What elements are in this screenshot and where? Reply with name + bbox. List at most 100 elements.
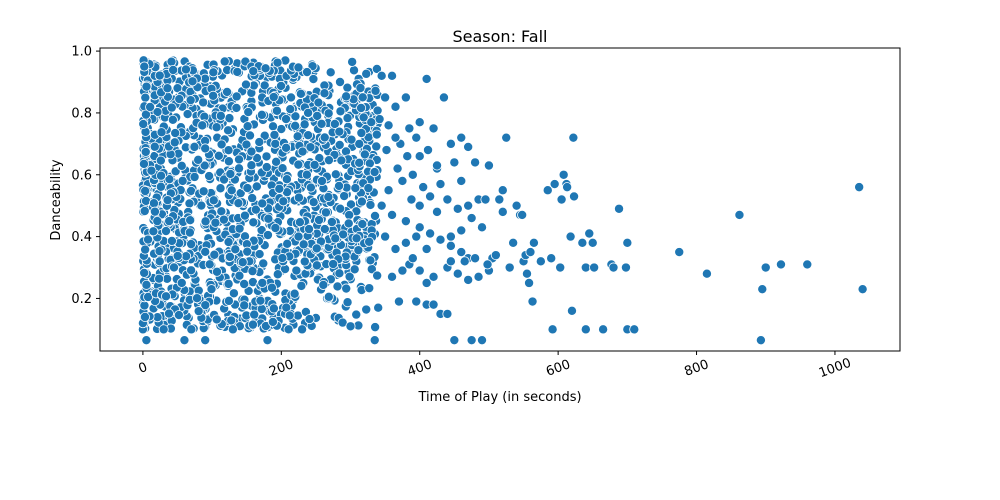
data-point xyxy=(390,132,401,143)
data-point xyxy=(293,62,304,73)
data-point xyxy=(400,92,411,103)
data-point xyxy=(463,200,474,211)
data-point xyxy=(504,262,515,273)
data-point xyxy=(323,192,334,203)
data-point xyxy=(242,121,253,132)
data-point xyxy=(361,304,372,315)
x-axis: 0 200 400 600 800 1000 xyxy=(137,351,853,381)
data-point xyxy=(254,137,265,148)
data-point xyxy=(154,246,165,257)
data-point xyxy=(466,213,477,224)
data-point xyxy=(206,284,217,295)
data-point xyxy=(802,259,813,270)
data-point xyxy=(445,138,456,149)
data-point xyxy=(314,153,325,164)
data-point xyxy=(565,231,576,242)
data-point xyxy=(374,114,385,125)
data-point xyxy=(146,165,157,176)
data-point xyxy=(239,300,250,311)
data-point xyxy=(370,85,381,96)
data-point xyxy=(187,76,198,87)
data-point xyxy=(311,243,322,254)
data-point xyxy=(283,324,294,335)
data-point xyxy=(248,217,259,228)
data-point xyxy=(309,159,320,170)
data-point xyxy=(629,324,640,335)
data-point xyxy=(480,194,491,205)
data-point xyxy=(525,247,536,258)
data-point xyxy=(269,129,280,140)
data-point xyxy=(558,169,569,180)
data-point xyxy=(303,107,314,118)
data-point xyxy=(528,237,539,248)
data-point xyxy=(290,120,301,131)
data-point xyxy=(173,310,184,321)
data-point xyxy=(177,175,188,186)
data-point xyxy=(247,193,258,204)
data-point xyxy=(143,234,154,245)
data-point xyxy=(154,273,165,284)
data-point xyxy=(295,88,306,99)
data-point xyxy=(234,154,245,165)
data-point xyxy=(160,226,171,237)
data-point xyxy=(193,306,204,317)
y-axis: 0.2 0.4 0.6 0.8 1.0 xyxy=(71,45,100,307)
data-point xyxy=(224,251,235,262)
data-point xyxy=(584,228,595,239)
data-point xyxy=(231,91,242,102)
data-point xyxy=(381,145,392,156)
data-point xyxy=(372,105,383,116)
data-point xyxy=(364,283,375,294)
data-point xyxy=(432,206,443,217)
data-point xyxy=(174,94,185,105)
data-point xyxy=(230,244,241,255)
data-point xyxy=(323,291,334,302)
data-point xyxy=(334,139,345,150)
data-point xyxy=(266,282,277,293)
data-point xyxy=(248,66,259,77)
data-point xyxy=(140,146,151,157)
data-point xyxy=(223,278,234,289)
data-point xyxy=(346,134,357,145)
data-point xyxy=(372,270,383,281)
data-point xyxy=(323,108,334,119)
data-point xyxy=(483,160,494,171)
data-point xyxy=(272,57,283,68)
data-point xyxy=(274,183,285,194)
data-point xyxy=(239,278,250,289)
data-point xyxy=(428,271,439,282)
data-point xyxy=(262,230,273,241)
data-point xyxy=(186,239,197,250)
data-point xyxy=(332,281,343,292)
data-point xyxy=(497,206,508,217)
data-point xyxy=(262,335,273,346)
data-points xyxy=(137,55,868,346)
data-point xyxy=(418,182,429,193)
data-point xyxy=(701,268,712,279)
y-tick-label: 0.8 xyxy=(71,106,92,121)
data-point xyxy=(330,169,341,180)
data-point xyxy=(259,130,270,141)
data-point xyxy=(301,169,312,180)
data-point xyxy=(305,182,316,193)
data-point xyxy=(414,222,425,233)
data-point xyxy=(449,335,460,346)
data-point xyxy=(303,130,314,141)
data-point xyxy=(272,269,283,280)
x-axis-label: Time of Play (in seconds) xyxy=(417,390,581,405)
data-point xyxy=(546,253,557,264)
data-point xyxy=(456,247,467,258)
data-point xyxy=(242,183,253,194)
y-tick-label: 0.2 xyxy=(71,292,92,307)
data-point xyxy=(445,240,456,251)
data-point xyxy=(414,151,425,162)
data-point xyxy=(466,335,477,346)
data-point xyxy=(580,324,591,335)
data-point xyxy=(308,197,319,208)
data-point xyxy=(477,335,488,346)
data-point xyxy=(356,102,367,113)
data-point xyxy=(181,251,192,262)
data-point xyxy=(213,150,224,161)
data-point xyxy=(166,56,177,67)
data-point xyxy=(139,61,150,72)
